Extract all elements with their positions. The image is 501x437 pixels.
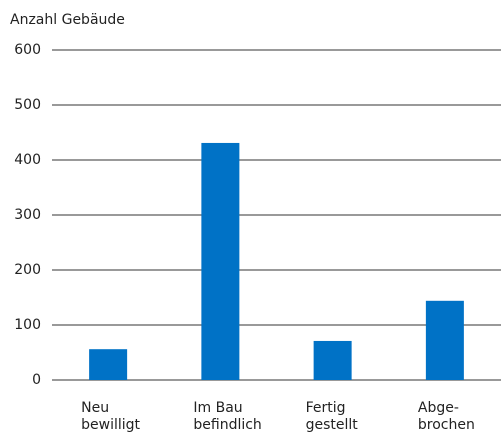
x-tick-label: Im Bau [193, 400, 242, 416]
x-tick-label: Neu [81, 400, 109, 416]
y-tick-label: 200 [14, 262, 41, 278]
y-tick-label: 400 [14, 152, 41, 168]
bar [201, 142, 240, 380]
y-axis-title: Anzahl Gebäude [10, 12, 125, 28]
x-tick-label: Abge- [418, 400, 459, 416]
y-tick-label: 300 [14, 207, 41, 223]
y-tick-label: 0 [32, 372, 41, 388]
x-tick-label: befindlich [193, 417, 261, 433]
bar [89, 349, 128, 380]
x-tick-label: gestellt [306, 417, 359, 433]
x-tick-label: bewilligt [81, 417, 140, 433]
bar [313, 340, 352, 380]
y-tick-label: 600 [14, 42, 41, 58]
bar [425, 300, 464, 380]
x-tick-label: Fertig [306, 400, 346, 416]
y-tick-label: 100 [14, 317, 41, 333]
y-tick-label: 500 [14, 97, 41, 113]
x-tick-label: brochen [418, 417, 475, 433]
